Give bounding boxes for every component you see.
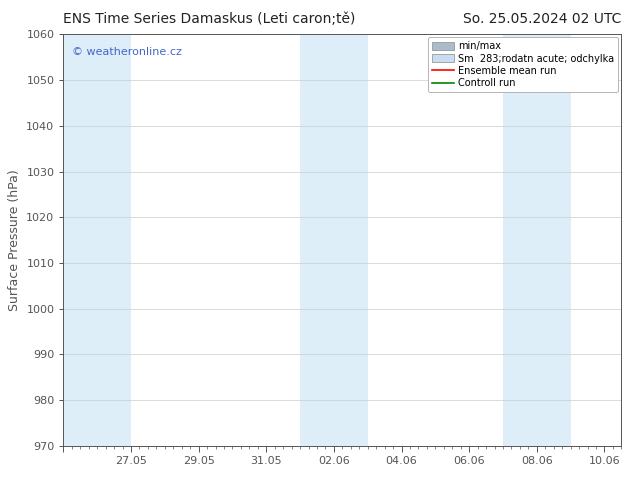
Text: © weatheronline.cz: © weatheronline.cz xyxy=(72,47,182,57)
Y-axis label: Surface Pressure (hPa): Surface Pressure (hPa) xyxy=(8,169,21,311)
Bar xyxy=(63,34,131,446)
Bar xyxy=(300,34,368,446)
Legend: min/max, Sm  283;rodatn acute; odchylka, Ensemble mean run, Controll run: min/max, Sm 283;rodatn acute; odchylka, … xyxy=(428,37,618,92)
Text: So. 25.05.2024 02 UTC: So. 25.05.2024 02 UTC xyxy=(463,12,621,26)
Bar xyxy=(503,34,571,446)
Text: ENS Time Series Damaskus (Leti caron;tě): ENS Time Series Damaskus (Leti caron;tě) xyxy=(63,12,356,26)
